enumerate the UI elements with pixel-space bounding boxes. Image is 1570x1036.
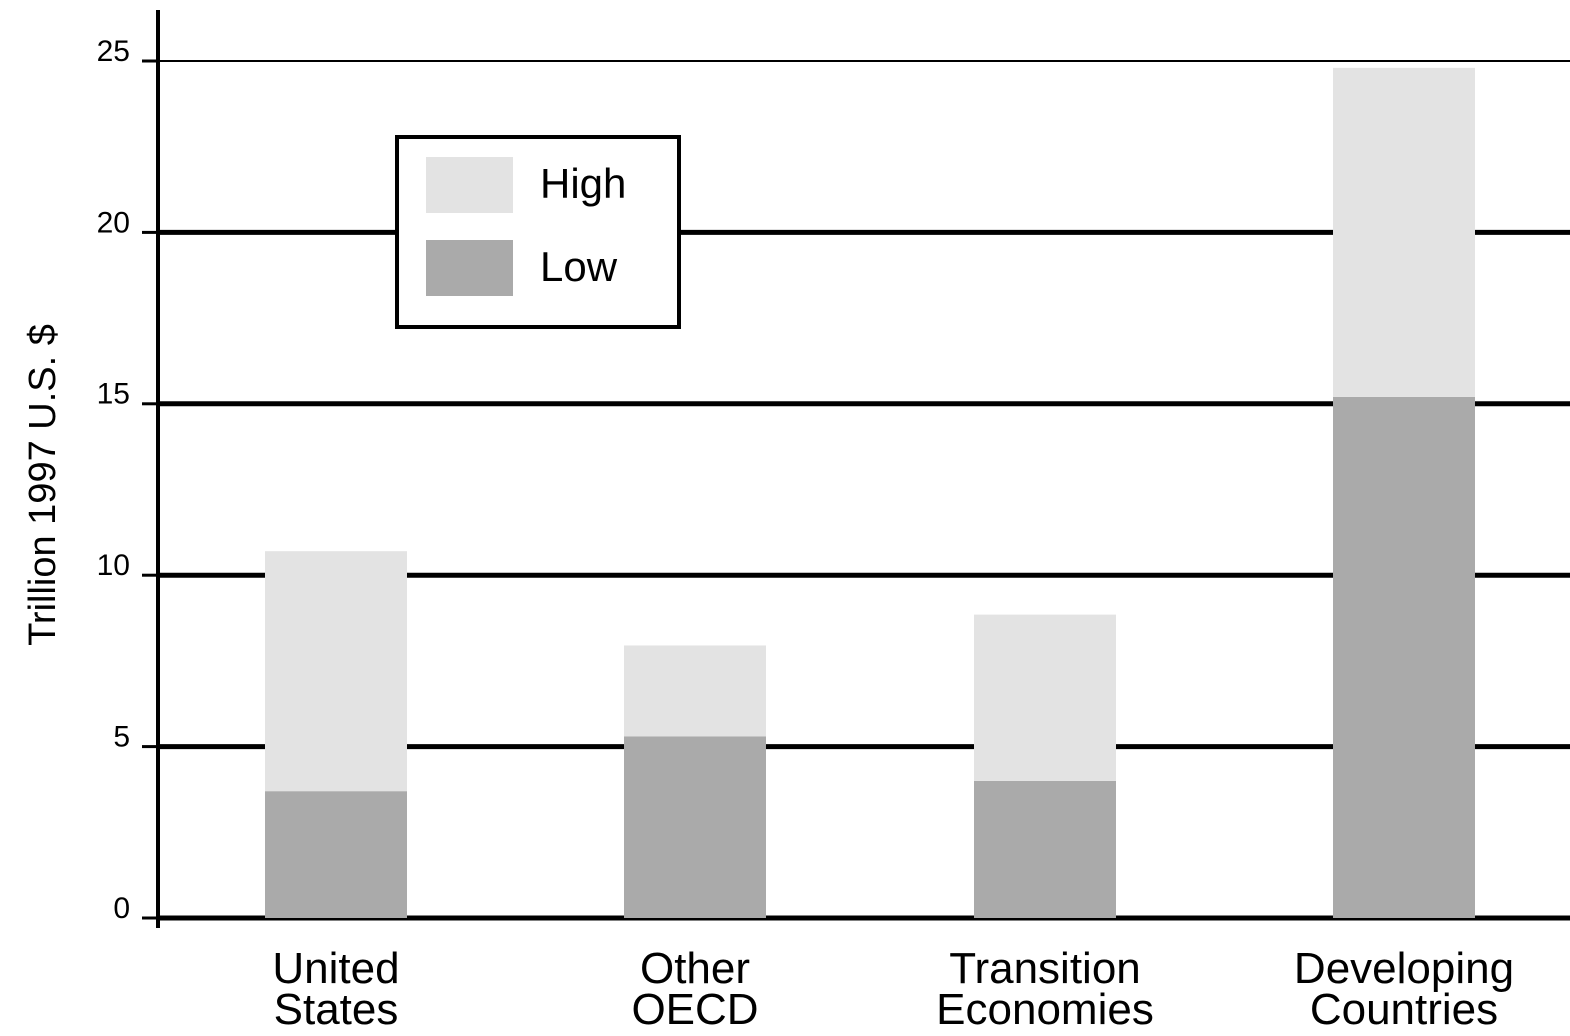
y-tick-label: 10 bbox=[97, 549, 130, 582]
legend-swatch bbox=[426, 157, 513, 213]
bar-segment bbox=[974, 780, 1116, 918]
bar-segment bbox=[265, 551, 407, 792]
bar-segment bbox=[1333, 67, 1475, 397]
y-tick-label: 5 bbox=[113, 721, 130, 754]
legend-label: Low bbox=[540, 243, 618, 290]
bar-segment bbox=[624, 645, 766, 737]
bar-segment bbox=[265, 791, 407, 918]
x-tick-label: Transition Economies bbox=[936, 944, 1154, 1034]
legend-label: High bbox=[540, 160, 626, 207]
x-tick-label: Developing Countries bbox=[1293, 944, 1515, 1034]
y-tick-label: 0 bbox=[113, 892, 130, 925]
legend: High Low bbox=[395, 135, 681, 329]
y-tick-label: 25 bbox=[97, 35, 130, 68]
bar-segment bbox=[974, 614, 1116, 781]
bar-segment bbox=[624, 736, 766, 918]
y-axis-label: Trillion 1997 U.S. $ bbox=[22, 324, 64, 646]
y-tick-label: 20 bbox=[97, 206, 130, 239]
x-tick-label: United States bbox=[272, 944, 400, 1034]
legend-swatch bbox=[426, 240, 513, 296]
x-tick-label: Other OECD bbox=[631, 944, 759, 1034]
y-tick-label: 15 bbox=[97, 378, 130, 411]
bar-segment bbox=[1333, 396, 1475, 919]
